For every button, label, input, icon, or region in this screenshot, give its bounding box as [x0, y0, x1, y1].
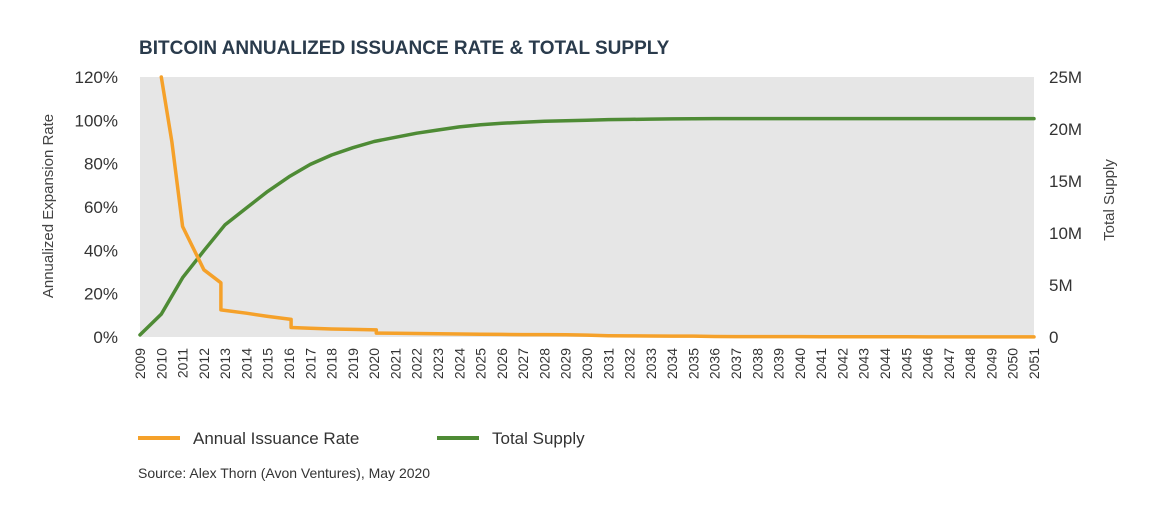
x-tick-label: 2049 [983, 348, 999, 379]
x-tick-label: 2020 [366, 348, 382, 379]
x-tick-label: 2015 [260, 348, 276, 379]
x-tick-label: 2029 [558, 348, 574, 379]
left-tick-label: 100% [75, 111, 118, 130]
x-tick-label: 2038 [749, 348, 765, 379]
x-tick-label: 2011 [175, 348, 191, 378]
x-tick-label: 2022 [409, 348, 425, 379]
right-tick-label: 15M [1049, 172, 1082, 191]
x-tick-label: 2028 [536, 348, 552, 379]
x-tick-label: 2050 [1005, 348, 1021, 379]
x-tick-label: 2018 [324, 348, 340, 379]
x-tick-label: 2048 [962, 348, 978, 379]
chart-title: BITCOIN ANNUALIZED ISSUANCE RATE & TOTAL… [139, 38, 670, 59]
x-tick-label: 2040 [792, 348, 808, 379]
x-tick-label: 2030 [579, 348, 595, 379]
x-tick-label: 2014 [238, 348, 254, 379]
x-tick-label: 2045 [898, 348, 914, 379]
x-tick-label: 2031 [600, 348, 616, 379]
x-tick-label: 2043 [856, 348, 872, 379]
x-tick-label: 2033 [643, 348, 659, 379]
x-tick-label: 2035 [685, 348, 701, 379]
left-tick-label: 20% [84, 285, 118, 304]
x-tick-label: 2023 [430, 348, 446, 379]
right-tick-label: 5M [1049, 276, 1073, 295]
x-tick-label: 2051 [1026, 348, 1042, 379]
x-tick-label: 2042 [834, 348, 850, 379]
x-axis-ticks: 2009 2010 2011 2012 2013 2014 2015 2016 2017 2018… [132, 348, 1042, 379]
x-tick-label: 2010 [153, 348, 169, 379]
right-axis-ticks: 0 5M 10M 15M 20M 25M [1049, 68, 1082, 347]
x-tick-label: 2027 [515, 348, 531, 379]
legend: Annual Issuance Rate Total Supply [138, 429, 585, 448]
x-tick-label: 2047 [941, 348, 957, 379]
legend-label-issuance: Annual Issuance Rate [193, 429, 359, 448]
x-tick-label: 2019 [345, 348, 361, 379]
right-axis-label: Total Supply [1101, 159, 1118, 241]
x-tick-label: 2036 [707, 348, 723, 379]
plot-area [140, 77, 1034, 337]
left-tick-label: 120% [75, 68, 118, 87]
left-tick-label: 60% [84, 198, 118, 217]
left-tick-label: 0% [93, 328, 118, 347]
series-layer [138, 75, 1036, 339]
x-tick-label: 2026 [494, 348, 510, 379]
x-tick-label: 2024 [451, 348, 467, 379]
x-tick-label: 2044 [877, 348, 893, 379]
right-tick-label: 20M [1049, 120, 1082, 139]
left-axis-ticks: 0% 20% 40% 60% 80% 100% 120% [75, 68, 118, 347]
x-tick-label: 2039 [771, 348, 787, 379]
legend-label-supply: Total Supply [492, 429, 585, 448]
x-tick-label: 2021 [387, 348, 403, 379]
x-tick-label: 2046 [920, 348, 936, 379]
right-tick-label: 25M [1049, 68, 1082, 87]
x-tick-label: 2034 [664, 348, 680, 379]
left-tick-label: 40% [84, 241, 118, 260]
x-tick-label: 2012 [196, 348, 212, 379]
x-tick-label: 2032 [622, 348, 638, 379]
left-tick-label: 80% [84, 155, 118, 174]
left-axis-label: Annualized Expansion Rate [40, 114, 57, 298]
source-note: Source: Alex Thorn (Avon Ventures), May … [138, 465, 430, 481]
series-line-supply [138, 116, 1036, 337]
x-tick-label: 2017 [302, 348, 318, 379]
right-tick-label: 10M [1049, 224, 1082, 243]
x-tick-label: 2041 [813, 348, 829, 379]
x-tick-label: 2013 [217, 348, 233, 379]
x-tick-label: 2037 [728, 348, 744, 379]
x-tick-label: 2025 [473, 348, 489, 379]
x-tick-label: 2016 [281, 348, 297, 379]
series-line-issuance [159, 75, 1036, 339]
x-tick-label: 2009 [132, 348, 148, 379]
right-tick-label: 0 [1049, 328, 1058, 347]
